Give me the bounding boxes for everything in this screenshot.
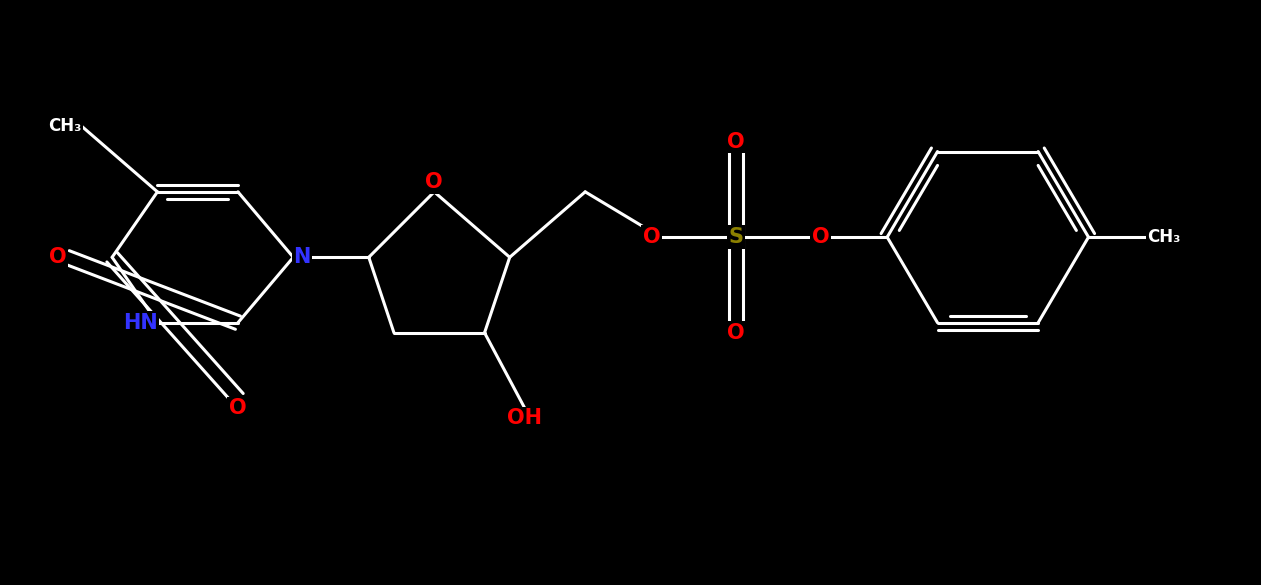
Text: O: O — [230, 398, 247, 418]
Text: O: O — [812, 227, 830, 247]
Text: O: O — [643, 227, 661, 247]
Text: OH: OH — [507, 408, 542, 428]
Text: O: O — [728, 323, 745, 343]
Text: O: O — [728, 132, 745, 152]
Text: O: O — [49, 247, 67, 267]
Text: CH₃: CH₃ — [48, 118, 82, 135]
Text: CH₃: CH₃ — [1148, 228, 1180, 246]
Text: HN: HN — [122, 313, 158, 333]
Text: S: S — [729, 227, 744, 247]
Text: O: O — [425, 172, 443, 192]
Text: N: N — [294, 247, 310, 267]
